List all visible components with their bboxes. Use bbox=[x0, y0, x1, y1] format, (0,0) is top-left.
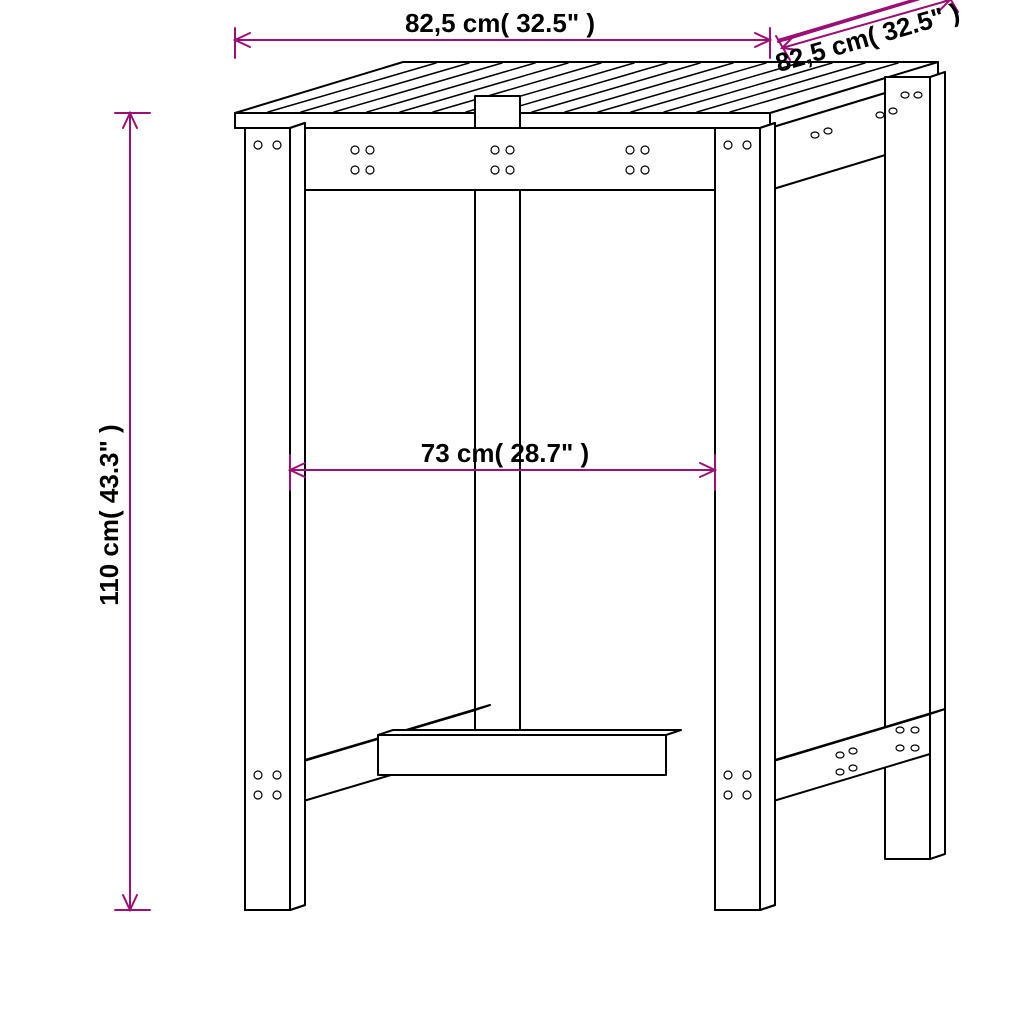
leg-back-left bbox=[475, 96, 520, 764]
dimension-diagram: 82,5 cm( 32.5" ) 82,5 cm( 32.5" ) 110 cm… bbox=[0, 0, 1024, 1024]
front-stretcher bbox=[378, 730, 681, 775]
table-line-drawing bbox=[235, 62, 945, 910]
label-inner-width: 73 cm( 28.7" ) bbox=[421, 438, 589, 468]
label-width-top: 82,5 cm( 32.5" ) bbox=[405, 8, 595, 38]
label-height-left: 110 cm( 43.3" ) bbox=[94, 424, 124, 605]
